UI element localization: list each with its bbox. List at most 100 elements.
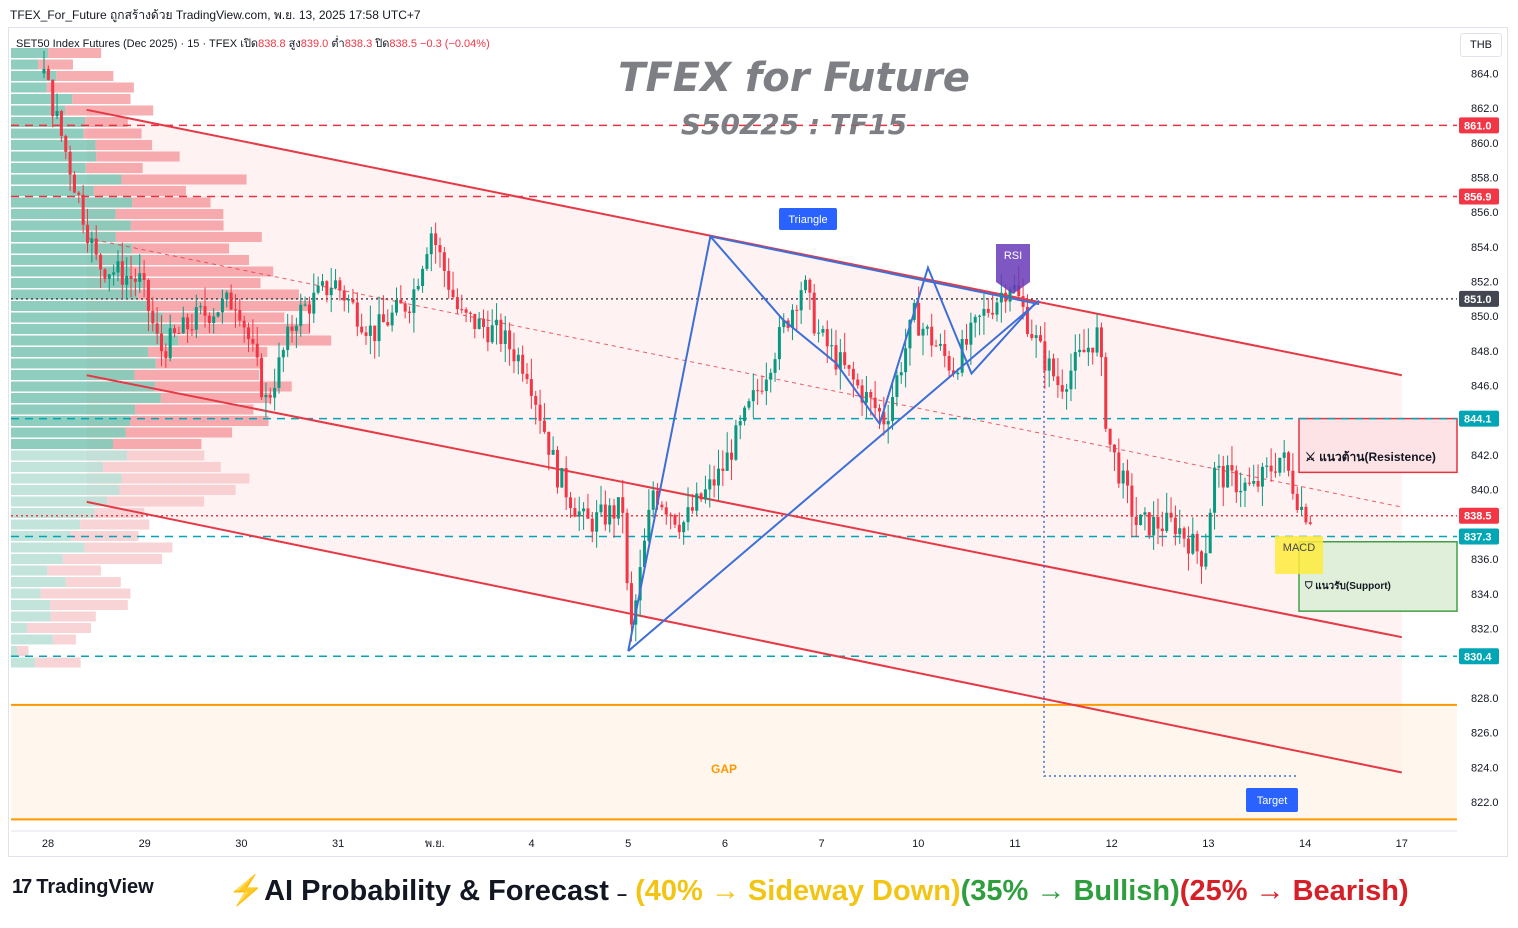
candle-body xyxy=(869,391,873,398)
candle-body xyxy=(368,325,372,336)
candle-body xyxy=(1173,517,1177,535)
volume-profile-down-bar xyxy=(154,381,292,392)
candle-body xyxy=(1282,452,1286,458)
candle-body xyxy=(712,479,716,486)
volume-profile-down-bar xyxy=(70,531,139,541)
triangle-pattern-line xyxy=(627,234,1040,652)
candle-body xyxy=(429,233,433,255)
volume-profile-up-bar xyxy=(11,577,66,587)
candle-body xyxy=(1230,465,1234,471)
volume-profile-up-bar xyxy=(11,48,49,58)
price-tick-label: 860.0 xyxy=(1471,138,1499,150)
candle-body xyxy=(625,512,629,584)
volume-profile-up-bar xyxy=(11,289,138,300)
currency-button[interactable]: THB xyxy=(1460,33,1502,57)
candle-body xyxy=(294,325,298,331)
candle-body xyxy=(1038,335,1042,342)
candle-body xyxy=(743,407,747,422)
price-tick-label: 840.0 xyxy=(1471,485,1499,497)
time-tick-label: 30 xyxy=(235,838,247,850)
volume-profile-up-bar xyxy=(11,347,149,357)
time-tick-label: 29 xyxy=(139,838,151,850)
price-chart[interactable]: 822.0 824.0 826.0 828.0 832.0 834.0 836.0 840.0… xyxy=(9,28,1509,858)
time-tick-label: 31 xyxy=(332,838,344,850)
change-value: −0.3 (−0.04%) xyxy=(420,38,490,50)
chart-panel[interactable]: 822.0 824.0 826.0 828.0 832.0 834.0 836.0 840.0… xyxy=(8,27,1508,857)
candle-body xyxy=(381,314,385,323)
volume-profile-down-bar xyxy=(47,565,101,576)
candle-body xyxy=(978,315,982,317)
candle-body xyxy=(1308,522,1312,524)
volume-profile-down-bar xyxy=(84,542,173,553)
candle-body xyxy=(55,111,59,117)
candle-body xyxy=(895,375,899,397)
candle-body xyxy=(307,304,311,314)
candle-body xyxy=(1095,327,1099,353)
candle-body xyxy=(438,245,442,253)
volume-profile-down-bar xyxy=(173,324,311,334)
candle-body xyxy=(1130,485,1134,517)
candle-body xyxy=(1126,470,1130,486)
candle-body xyxy=(590,518,594,532)
volume-profile-down-bar xyxy=(80,519,150,530)
volume-profile-down-bar xyxy=(84,117,128,127)
price-label-badge xyxy=(1459,290,1499,307)
source-line: TFEX_For_Future ถูกสร้างด้วย TradingView… xyxy=(10,8,421,22)
volume-profile-down-bar xyxy=(115,209,224,219)
candle-body xyxy=(1217,465,1221,468)
candle-body xyxy=(1008,289,1012,302)
volume-profile-down-bar xyxy=(121,174,247,185)
candle-body xyxy=(133,278,137,282)
volume-profile-down-bar xyxy=(50,600,128,610)
candle-body xyxy=(986,308,990,313)
candle-body xyxy=(199,306,203,308)
volume-profile-down-bar xyxy=(155,358,262,369)
candle-body xyxy=(969,322,973,345)
price-tick-label: 836.0 xyxy=(1471,554,1499,566)
volume-profile-up-bar xyxy=(11,600,51,610)
candle-body xyxy=(708,479,712,490)
candle-body xyxy=(473,313,477,329)
candle-body xyxy=(669,514,673,516)
candle-body xyxy=(416,286,420,290)
candle-body xyxy=(1073,352,1077,371)
candle-body xyxy=(421,268,425,287)
support-zone xyxy=(1298,541,1458,612)
volume-profile-up-bar xyxy=(11,485,120,495)
candle-body xyxy=(951,370,955,375)
candle-body xyxy=(773,359,777,373)
close-label: ปิด xyxy=(375,38,390,50)
candle-body xyxy=(738,421,742,426)
tradingview-brand: TradingView xyxy=(36,876,154,898)
candle-body xyxy=(146,280,150,311)
volume-profile-down-bar xyxy=(134,370,259,380)
candle-body xyxy=(777,327,781,360)
candle-body xyxy=(1025,306,1029,334)
candle-body xyxy=(464,309,468,313)
candle-body xyxy=(1295,493,1299,510)
candle-body xyxy=(956,372,960,375)
price-label-badge xyxy=(1459,648,1499,665)
candle-body xyxy=(142,273,146,281)
candle-body xyxy=(595,512,599,532)
gap-label: GAP xyxy=(711,762,737,776)
candle-body xyxy=(882,411,886,425)
candle-body xyxy=(1199,551,1203,567)
candle-body xyxy=(1278,457,1282,473)
open-value: 838.8 xyxy=(258,38,286,50)
candle-body xyxy=(334,280,338,289)
candle-body xyxy=(1017,285,1021,297)
volume-profile-up-bar xyxy=(11,623,27,633)
candle-body xyxy=(569,497,573,509)
volume-profile-up-bar xyxy=(11,94,73,104)
volume-profile-down-bar xyxy=(83,128,142,139)
candle-body xyxy=(930,326,934,346)
volume-profile-up-bar xyxy=(11,105,66,116)
volume-profile-up-bar xyxy=(11,381,155,392)
volume-profile-down-bar xyxy=(48,48,102,58)
candle-body xyxy=(1156,516,1160,529)
candle-body xyxy=(782,320,786,328)
candle-body xyxy=(442,252,446,271)
price-tick-label: 856.0 xyxy=(1471,207,1499,219)
candle-body xyxy=(804,279,808,291)
